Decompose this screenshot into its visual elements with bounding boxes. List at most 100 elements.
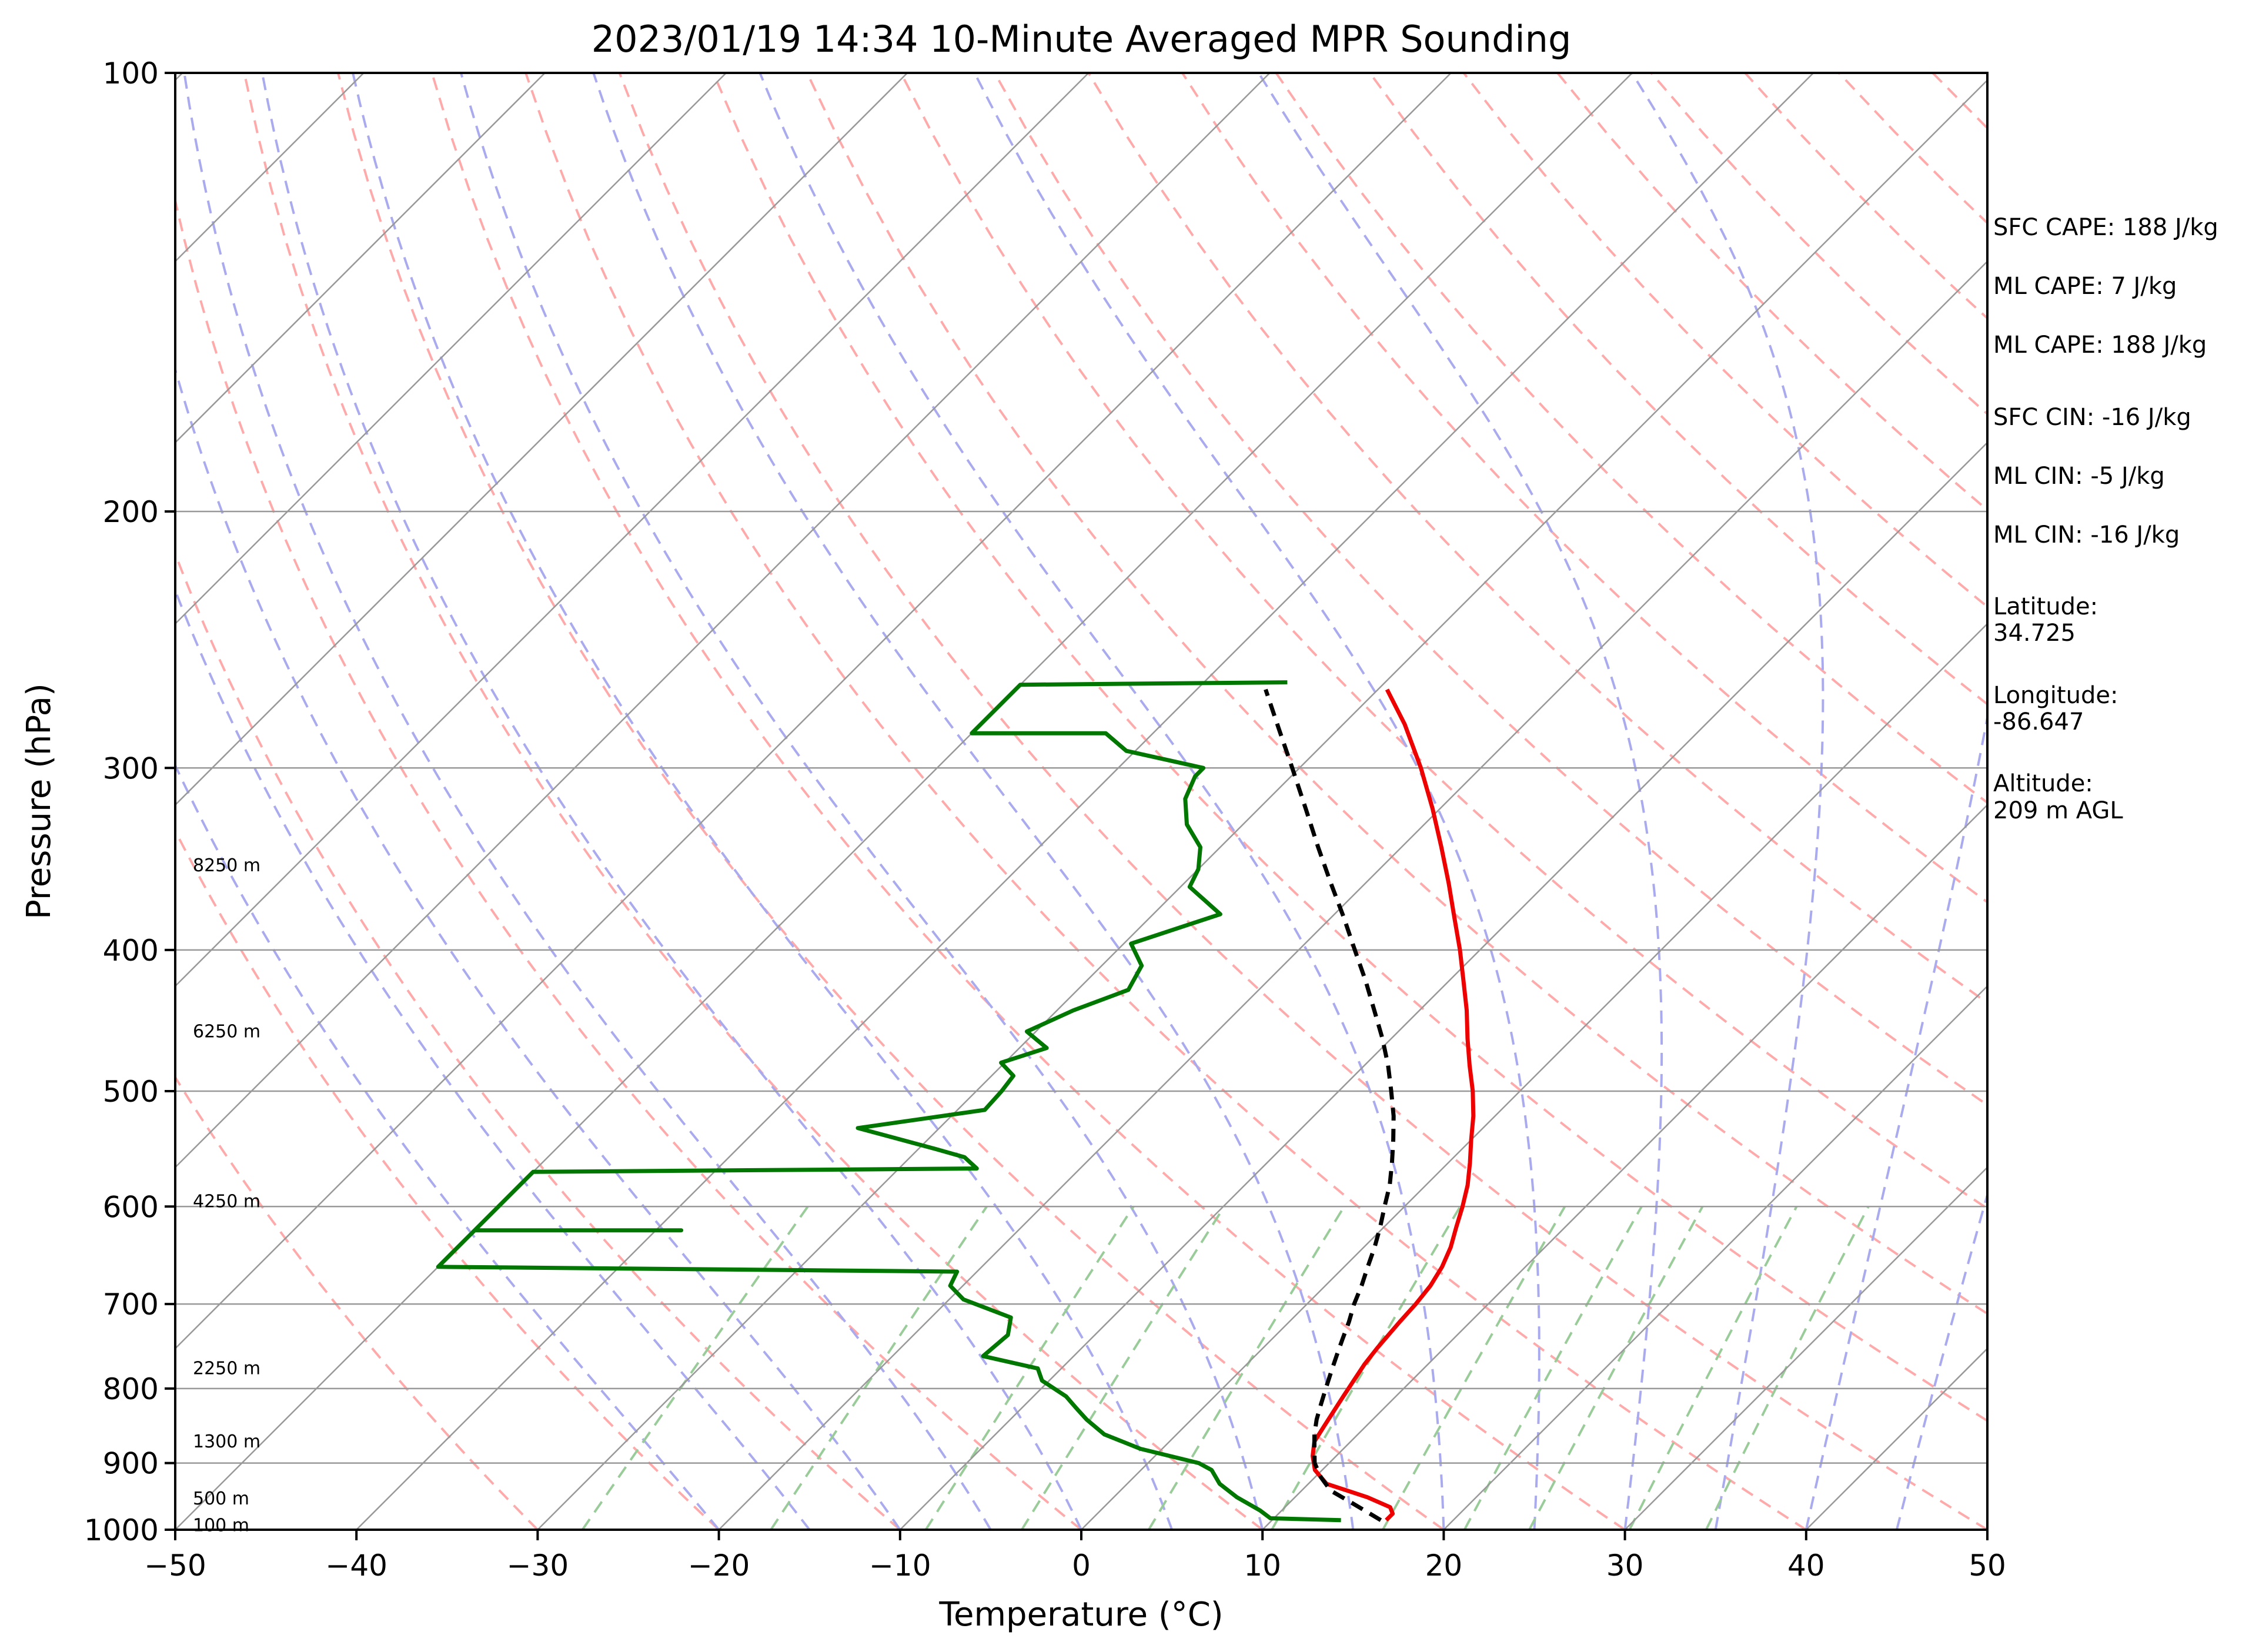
x-tick-label: 20	[1425, 1549, 1463, 1583]
moist-adiabat-line	[460, 73, 1264, 1530]
moist-adiabat-line	[352, 73, 1173, 1530]
isotherm-line	[1081, 623, 1987, 1530]
isobar-lines	[175, 73, 1987, 1530]
dry-adiabat-line	[524, 73, 1807, 1530]
isotherm-line	[175, 73, 1633, 1530]
info-line: SFC CIN: -16 J/kg	[1993, 404, 2191, 431]
height-label: 4250 m	[193, 1191, 260, 1212]
info-line: -86.647	[1993, 708, 2084, 735]
moist-adiabat-lines	[175, 73, 1987, 1530]
dry-adiabat-lines	[175, 73, 1987, 1530]
y-tick-label: 900	[103, 1447, 159, 1481]
moist-adiabat-line	[592, 73, 1355, 1530]
dry-adiabat-line	[1181, 73, 1987, 904]
dry-adiabat-line	[900, 73, 1987, 1210]
y-axis-label: Pressure (hPa)	[20, 683, 58, 919]
y-tick-label: 500	[103, 1075, 159, 1109]
moist-adiabat-line	[175, 365, 901, 1530]
y-tick-label: 200	[103, 495, 159, 529]
mixing-ratio-line	[1147, 1206, 1345, 1530]
mixing-ratio-line	[1021, 1206, 1225, 1530]
dry-adiabat-line	[175, 550, 901, 1530]
height-label: 1300 m	[193, 1432, 260, 1452]
x-tick-label: 30	[1606, 1549, 1644, 1583]
isotherm-line	[175, 73, 1271, 1169]
isotherm-line	[175, 73, 1452, 1350]
temperature-profile-line	[1311, 688, 1476, 1522]
y-tick-label: 600	[103, 1190, 159, 1224]
dry-adiabat-line	[993, 73, 1987, 1106]
info-line: Latitude:	[1993, 593, 2098, 620]
x-tick-label: −40	[325, 1549, 387, 1583]
x-tick-label: −20	[688, 1549, 750, 1583]
info-line: ML CAPE: 188 J/kg	[1993, 332, 2207, 359]
moist-adiabat-line	[973, 73, 1540, 1530]
height-label: 8250 m	[193, 855, 260, 876]
x-tick-label: 10	[1244, 1549, 1281, 1583]
moist-adiabat-line	[758, 73, 1445, 1530]
info-line: Altitude:	[1993, 770, 2093, 797]
info-line: ML CIN: -16 J/kg	[1993, 521, 2180, 549]
isotherm-line	[1443, 985, 1987, 1530]
x-tick-label: 50	[1969, 1549, 2006, 1583]
isotherm-line	[175, 73, 546, 444]
dry-adiabat-line	[175, 1075, 539, 1530]
isotherm-line	[0, 73, 1, 1530]
isotherm-line	[718, 260, 1987, 1530]
mixing-ratio-line	[1628, 1206, 1798, 1530]
isotherm-lines	[0, 73, 2259, 1530]
y-tick-label: 800	[103, 1372, 159, 1406]
mixing-ratio-line	[1382, 1206, 1566, 1530]
isotherm-line	[356, 73, 1814, 1530]
info-line: 34.725	[1993, 620, 2076, 647]
height-label: 6250 m	[193, 1022, 260, 1042]
mixing-ratio-line	[924, 1206, 1135, 1530]
isotherm-line	[1262, 804, 1987, 1530]
info-line: 209 m AGL	[1993, 797, 2123, 824]
height-label: 2250 m	[193, 1359, 260, 1379]
moist-adiabat-line	[175, 763, 720, 1530]
dry-adiabat-line	[712, 73, 1987, 1422]
dry-adiabat-line	[175, 195, 1082, 1530]
chart-title: 2023/01/19 14:34 10-Minute Averaged MPR …	[592, 18, 1572, 61]
moist-adiabat-line	[1257, 73, 1663, 1530]
mixing-ratio-lines	[581, 1206, 1870, 1530]
y-tick-label: 100	[103, 56, 159, 91]
y-tick-label: 1000	[84, 1513, 159, 1547]
x-tick-label: 40	[1787, 1549, 1825, 1583]
sounding-info-panel: SFC CAPE: 188 J/kg ML CAPE: 7 J/kg ML CAPE…	[1993, 214, 2218, 824]
isotherm-line	[175, 73, 908, 806]
moist-adiabat-line	[183, 73, 992, 1530]
x-tick-label: −50	[144, 1549, 206, 1583]
x-tick-label: −30	[507, 1549, 569, 1583]
dry-adiabat-line	[618, 73, 1987, 1530]
x-axis-label: Temperature (°C)	[938, 1596, 1223, 1634]
moist-adiabat-line	[1895, 1190, 1987, 1530]
x-tick-label: −10	[869, 1549, 931, 1583]
dry-adiabat-line	[1275, 73, 1987, 804]
info-line: ML CAPE: 7 J/kg	[1993, 273, 2177, 300]
moist-adiabat-line	[260, 73, 1082, 1530]
moist-adiabat-line	[175, 587, 811, 1530]
dry-adiabat-line	[430, 73, 1626, 1530]
dry-adiabat-line	[337, 73, 1445, 1530]
isotherm-line	[2168, 73, 2259, 1530]
dry-adiabat-line	[175, 828, 720, 1530]
moist-adiabat-line	[1804, 711, 1987, 1530]
y-tick-label: 400	[103, 934, 159, 968]
height-label: 500 m	[193, 1489, 249, 1509]
mixing-ratio-line	[581, 1206, 809, 1530]
isotherm-line	[899, 442, 1987, 1530]
dewpoint-profile-line	[436, 680, 1341, 1523]
height-label: 100 m	[193, 1515, 249, 1536]
y-tick-label: 300	[103, 751, 159, 785]
mixing-ratio-line	[1528, 1206, 1704, 1530]
info-line: SFC CAPE: 188 J/kg	[1993, 214, 2218, 241]
info-line: ML CIN: -5 J/kg	[1993, 463, 2165, 490]
x-tick-label: 0	[1072, 1549, 1091, 1583]
isotherm-line	[175, 73, 727, 625]
plot-frame	[174, 72, 1989, 1531]
mixing-ratio-line	[770, 1206, 988, 1530]
isotherm-line	[1624, 1166, 1987, 1530]
